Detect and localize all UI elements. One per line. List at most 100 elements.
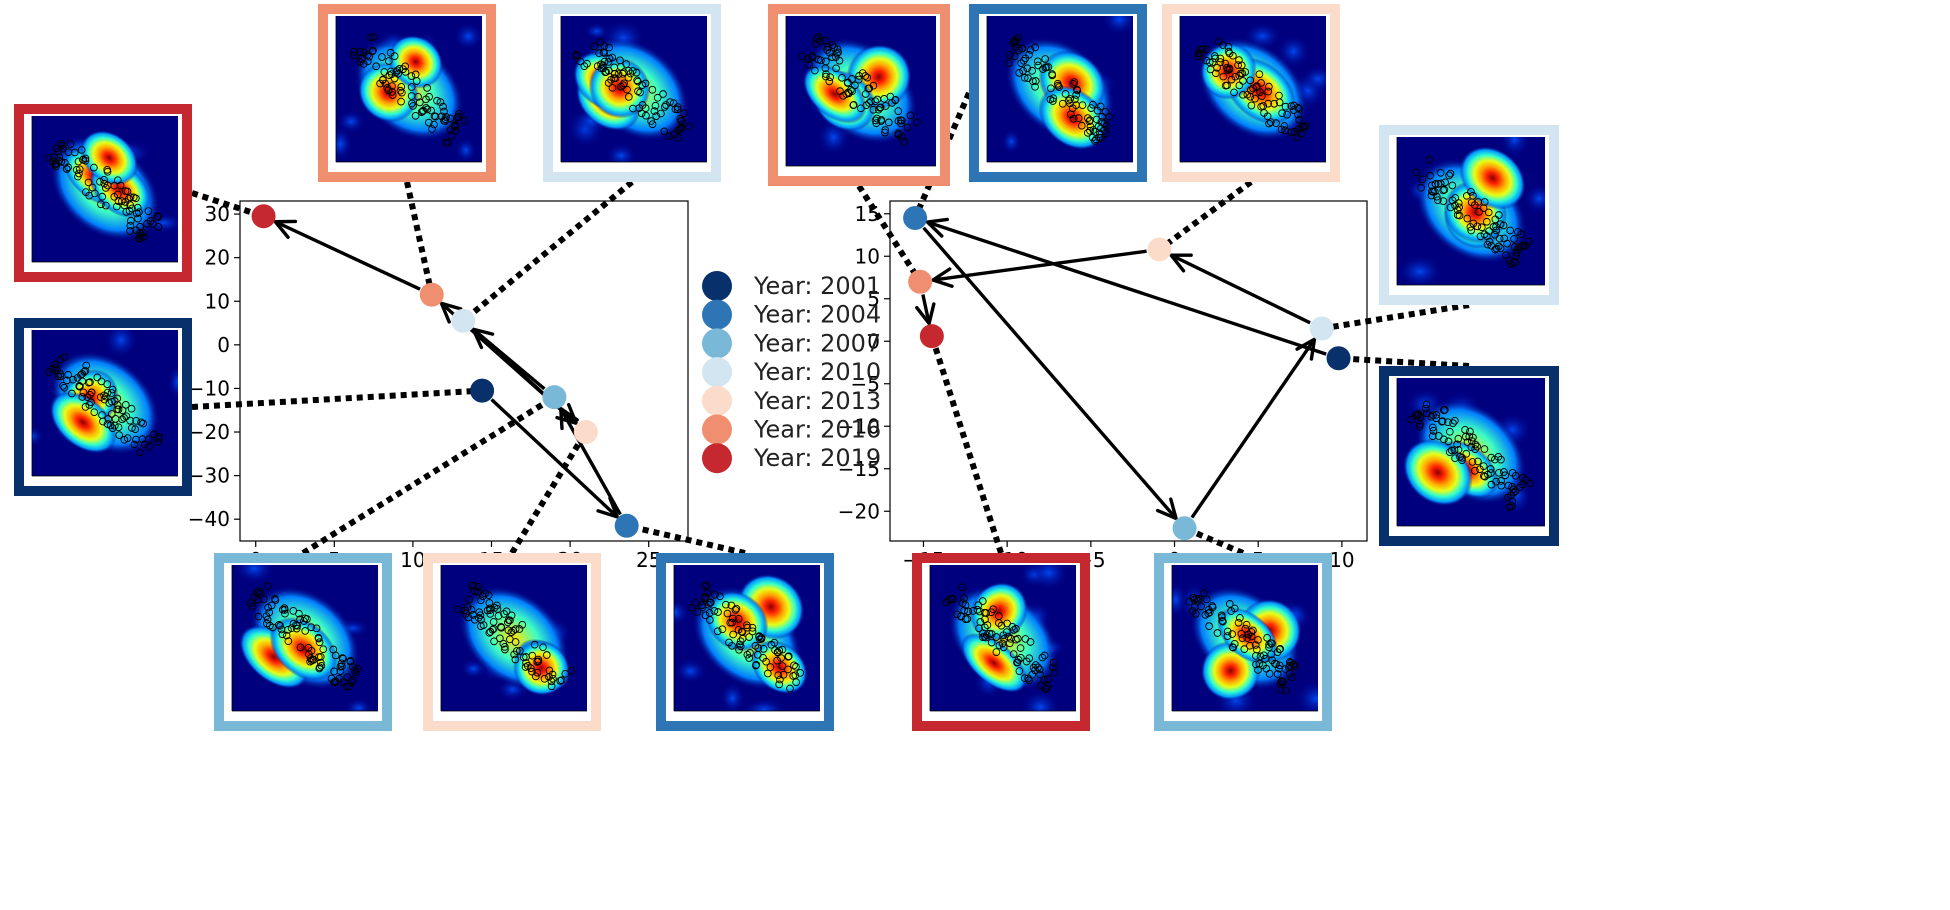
sample-points	[1407, 400, 1535, 512]
density-heatmap	[987, 16, 1133, 162]
thumbnail-2004	[656, 553, 834, 731]
connector-2001	[1338, 355, 1470, 369]
point-2004	[903, 206, 928, 230]
point-2010	[451, 308, 476, 333]
thumbnail-2019	[912, 553, 1090, 731]
density-heatmap	[1397, 137, 1545, 285]
sample-points	[1194, 37, 1310, 142]
sample-points	[1004, 33, 1114, 145]
arrow-2001-2004	[490, 398, 619, 519]
legend-label: Year: 2004	[753, 301, 881, 329]
point-2004	[614, 513, 639, 538]
thumbnail-2010	[1379, 125, 1559, 305]
legend-label: Year: 2007	[753, 329, 881, 357]
arrow-2010-2013	[1169, 253, 1311, 325]
legend-entry-2019: Year: 2019	[702, 443, 881, 474]
legend-label: Year: 2016	[753, 416, 881, 444]
legend-marker	[702, 357, 732, 388]
sample-points	[246, 582, 362, 691]
thumbnail-2016	[768, 4, 950, 186]
legend-marker	[702, 443, 732, 474]
density-heatmap	[786, 16, 936, 166]
arrow-2001-2004	[925, 217, 1327, 356]
point-2007	[1172, 516, 1197, 541]
connector-2010	[1321, 302, 1470, 332]
plot-frame	[239, 200, 689, 542]
y-tick-label: 5	[867, 287, 880, 311]
thumbnail-2010	[543, 4, 721, 182]
x-tick-label: 10	[1329, 548, 1354, 572]
point-2010	[1309, 316, 1334, 341]
sample-points	[349, 33, 469, 147]
plots-layer: 05101520253020100−10−20−30−40−15−10−5051…	[188, 200, 1368, 572]
density-heatmap	[561, 16, 707, 162]
connector-2013	[1157, 179, 1253, 252]
thumbnail-2004	[969, 4, 1147, 182]
sample-points	[453, 581, 576, 691]
density-heatmap	[32, 330, 178, 476]
arrow-2016-2019	[273, 219, 421, 291]
legend-entry-2013: Year: 2013	[702, 385, 881, 416]
trajectory-arrows	[273, 219, 622, 519]
legend-marker	[702, 328, 732, 359]
arrow-2016-2019	[915, 294, 936, 326]
legend-entry-2001: Year: 2001	[702, 271, 881, 301]
y-tick-label: 10	[205, 289, 230, 313]
connector-2010	[461, 179, 634, 324]
density-heatmap	[930, 565, 1076, 711]
trajectory-arrows	[915, 217, 1327, 521]
density-heatmap	[1180, 16, 1326, 162]
legend-label: Year: 2010	[753, 358, 881, 386]
legend-marker	[702, 414, 732, 445]
legend-label: Year: 2013	[753, 387, 881, 415]
legend-label: Year: 2001	[753, 272, 881, 300]
y-tick-label: −5	[851, 372, 880, 396]
thumbnail-2019	[14, 104, 192, 282]
point-2001	[470, 378, 495, 403]
connector-2016	[404, 181, 435, 296]
connector-2001	[191, 387, 483, 410]
thumbnail-2013	[423, 553, 601, 731]
legend-entry-2016: Year: 2016	[702, 414, 881, 445]
legend-entry-2007: Year: 2007	[702, 328, 881, 359]
density-heatmap	[336, 16, 482, 162]
x-tick-label: 10	[400, 548, 425, 572]
y-tick-label: −40	[188, 507, 230, 531]
y-tick-label: 15	[855, 202, 880, 226]
point-2007	[542, 385, 567, 410]
sample-points	[1412, 155, 1533, 268]
y-tick-label: −10	[838, 414, 880, 438]
thumbnail-2007	[1154, 553, 1332, 731]
arrow-2004-2007	[922, 226, 1178, 521]
legend-marker	[702, 271, 732, 301]
arrow-2013-2016	[931, 249, 1147, 288]
legend-entry-2004: Year: 2004	[702, 299, 881, 330]
point-2001	[1326, 346, 1351, 371]
y-tick-label: −20	[838, 499, 880, 523]
y-tick-label: −15	[838, 457, 880, 481]
density-heatmap	[32, 116, 178, 262]
density-heatmap	[1172, 565, 1318, 711]
sample-points	[942, 583, 1059, 693]
y-tick-label: 20	[205, 246, 230, 270]
thumbnail-2013	[1162, 4, 1340, 182]
density-heatmap	[441, 565, 587, 711]
density-heatmap	[674, 565, 820, 711]
legend-marker	[702, 299, 732, 330]
thumbnails-layer	[14, 4, 1559, 731]
point-2019	[251, 204, 276, 229]
density-heatmap	[1397, 378, 1545, 526]
point-2013	[573, 420, 598, 445]
sample-points	[44, 353, 164, 457]
thumbnail-2001	[14, 318, 192, 496]
y-tick-label: 0	[867, 329, 880, 353]
connector-2007	[301, 394, 556, 556]
y-tick-label: 0	[217, 333, 230, 357]
legend-entry-2010: Year: 2010	[702, 357, 881, 388]
point-2016	[908, 269, 933, 294]
y-tick-label: 30	[205, 202, 230, 226]
density-heatmap	[232, 565, 378, 711]
point-2019	[919, 324, 944, 349]
y-tick-label: 10	[855, 244, 880, 268]
